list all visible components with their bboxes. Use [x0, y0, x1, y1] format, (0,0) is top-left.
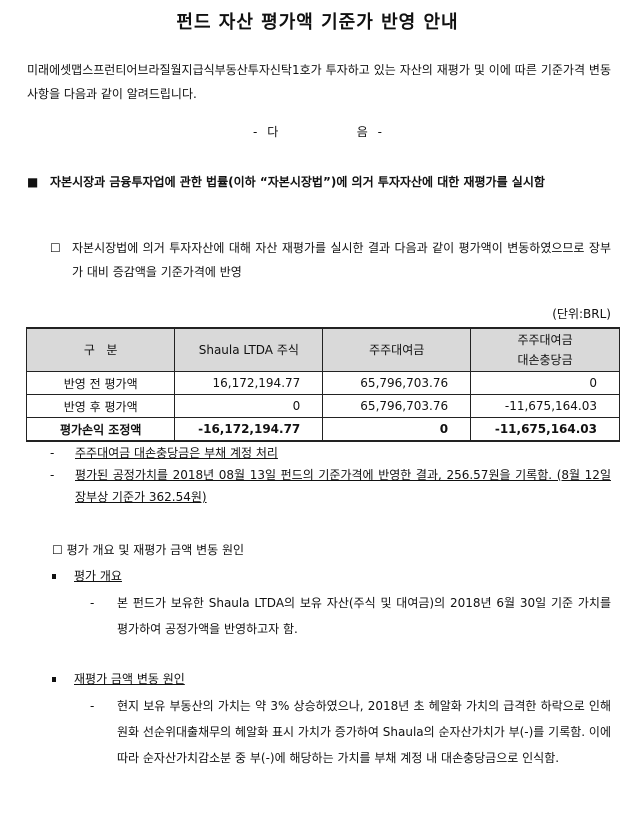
cell-value: -11,675,164.03: [470, 394, 620, 418]
section-heading-2-text: 평가 개요 및 재평가 금액 변동 원인: [66, 543, 245, 557]
cell-value: 65,796,703.76: [322, 371, 472, 395]
note-item: - 평가된 공정가치를 2018년 08월 13일 펀드의 기준가격에 반영한 …: [50, 464, 611, 508]
bullet-label: 평가 개요: [74, 569, 122, 583]
section-heading-2: ☐ 평가 개요 및 재평가 금액 변동 원인: [52, 541, 244, 558]
header-loan-allowance-line2: 대손충당금: [517, 353, 573, 367]
cell-value: 65,796,703.76: [322, 394, 472, 418]
cell-value: 0: [174, 394, 324, 418]
bullet-valuation-overview: 평가 개요: [52, 567, 122, 584]
table-row: 반영 전 평가액 16,172,194.77 65,796,703.76 0: [25, 371, 620, 395]
black-square-icon: ■: [27, 175, 39, 189]
detail-text: 본 펀드가 보유한 Shaula LTDA의 보유 자산(주식 및 대여금)의 …: [117, 596, 611, 636]
row-label: 반영 후 평가액: [25, 394, 176, 418]
cell-value: 16,172,194.77: [174, 371, 324, 395]
checkbox-square-icon: ☐: [52, 543, 63, 557]
section-heading-1-text: 자본시장과 금융투자업에 관한 법률(이하 “자본시장법”)에 의거 투자자산에…: [50, 175, 545, 189]
row-label: 평가손익 조정액: [25, 417, 176, 442]
small-square-bullet-icon: [52, 677, 56, 682]
checkbox-square-icon: ☐: [50, 241, 61, 255]
cell-value: -16,172,194.77: [174, 417, 324, 442]
section-divider-text: - 다 음 -: [253, 125, 382, 139]
detail-text: 현지 보유 부동산의 가치는 약 3% 상승하였으나, 2018년 초 헤알화 …: [117, 699, 611, 765]
bullet-label: 재평가 금액 변동 원인: [74, 672, 185, 686]
cell-value: 0: [470, 371, 620, 395]
paragraph-revaluation-text: 자본시장법에 의거 투자자산에 대해 자산 재평가를 실시한 결과 다음과 같이…: [72, 241, 611, 279]
bullet-valuation-overview-detail: - 본 펀드가 보유한 Shaula LTDA의 보유 자산(주식 및 대여금)…: [90, 590, 611, 642]
header-shaula-stock: Shaula LTDA 주식: [174, 327, 324, 372]
dash-marker: -: [50, 446, 55, 460]
bullet-change-cause-detail: - 현지 보유 부동산의 가치는 약 3% 상승하였으나, 2018년 초 헤알…: [90, 693, 611, 771]
unit-label: (단위:BRL): [552, 307, 611, 321]
table-total-row: 평가손익 조정액 -16,172,194.77 0 -11,675,164.03: [25, 417, 620, 442]
dash-marker: -: [50, 468, 55, 482]
small-square-bullet-icon: [52, 574, 56, 579]
note-item: - 주주대여금 대손충당금은 부채 계정 처리: [50, 442, 611, 464]
cell-value: -11,675,164.03: [470, 417, 620, 442]
bullet-change-cause: 재평가 금액 변동 원인: [52, 670, 185, 687]
page-title: 펀드 자산 평가액 기준가 반영 안내: [176, 12, 459, 33]
header-category: 구 분: [25, 327, 176, 372]
dash-marker: -: [90, 699, 95, 713]
header-loan-allowance-line1: 주주대여금: [517, 333, 573, 347]
header-shareholder-loan: 주주대여금: [322, 327, 472, 372]
paragraph-revaluation: ☐ 자본시장법에 의거 투자자산에 대해 자산 재평가를 실시한 결과 다음과 …: [50, 236, 611, 284]
table-row: 반영 후 평가액 0 65,796,703.76 -11,675,164.03: [25, 394, 620, 418]
note-text: 주주대여금 대손충당금은 부채 계정 처리: [75, 446, 278, 460]
section-heading-1: ■ 자본시장과 금융투자업에 관한 법률(이하 “자본시장법”)에 의거 투자자…: [27, 170, 611, 194]
row-label: 반영 전 평가액: [25, 371, 176, 395]
cell-value: 0: [322, 417, 472, 442]
intro-paragraph: 미래에셋맵스프런티어브라질월지급식부동산투자신탁1호가 투자하고 있는 자산의 …: [27, 63, 611, 101]
dash-marker: -: [90, 596, 95, 610]
table-notes: - 주주대여금 대손충당금은 부채 계정 처리 - 평가된 공정가치를 2018…: [50, 442, 611, 508]
note-text: 평가된 공정가치를 2018년 08월 13일 펀드의 기준가격에 반영한 결과…: [75, 468, 611, 504]
